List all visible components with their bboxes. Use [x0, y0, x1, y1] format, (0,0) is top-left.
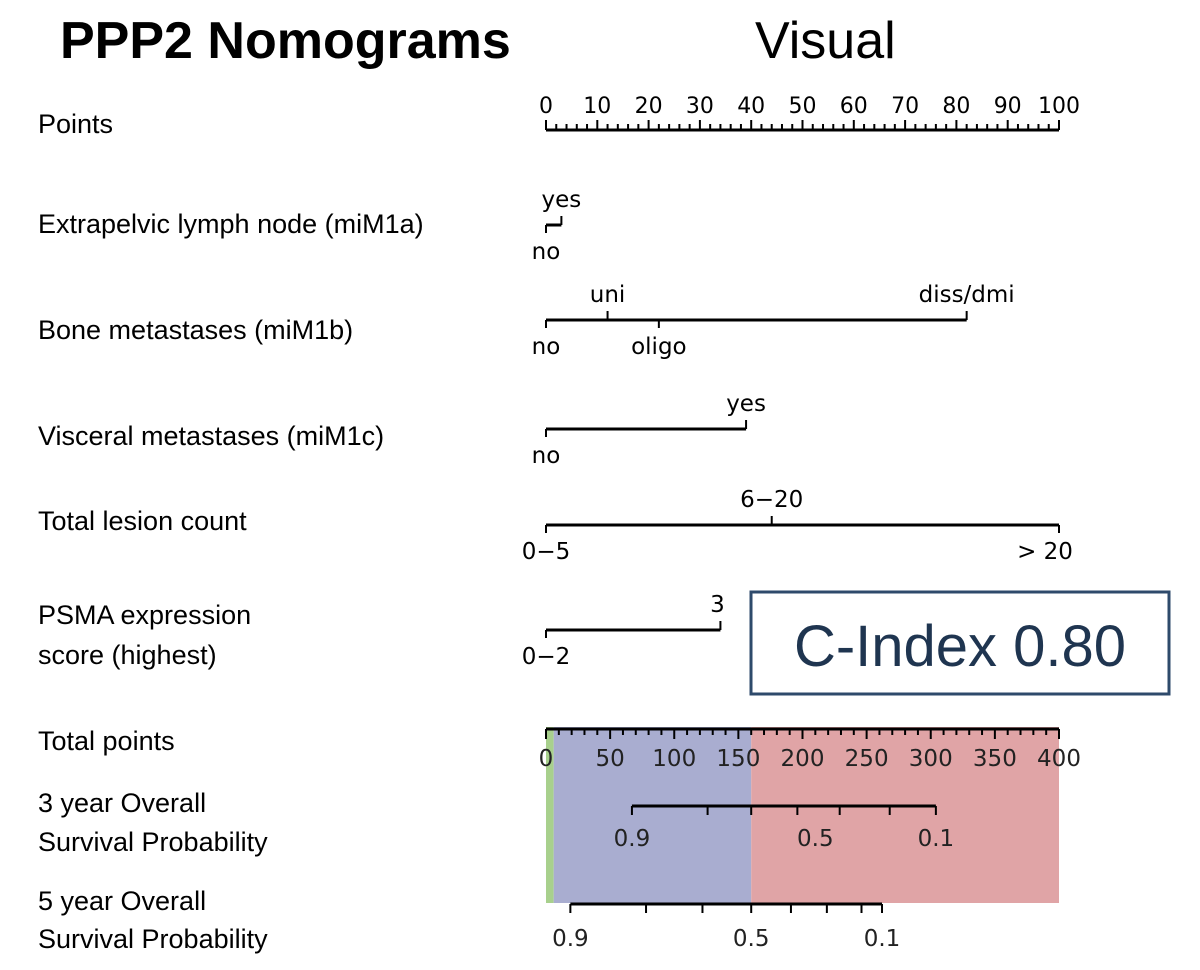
points-tick-label: 100 — [1038, 94, 1080, 119]
c-index-box: C-Index 0.80 — [749, 590, 1171, 696]
row-labels: Points Extrapelvic lymph node (miM1a) Bone… — [38, 109, 424, 954]
survival-tick-label: 0.5 — [797, 826, 834, 852]
points-tick-label: 70 — [891, 94, 919, 119]
label-survival-line: 3 year Overall — [38, 788, 206, 818]
label-survival-line: 5 year Overall — [38, 886, 206, 916]
survival-axis: 0.9 0.5 0.1 — [614, 804, 955, 852]
label-survival-line: Survival Probability — [38, 924, 268, 954]
variable-scale: no yes — [532, 391, 766, 469]
variable-level-label: 6−20 — [740, 487, 803, 513]
label-variable: Extrapelvic lymph node (miM1a) — [38, 209, 424, 239]
points-tick-label: 60 — [840, 94, 868, 119]
variable-scale: 0−2 3 — [522, 592, 725, 670]
variable-level-label: diss/dmi — [919, 282, 1015, 308]
risk-band-low — [546, 727, 554, 903]
points-tick-label: 80 — [942, 94, 970, 119]
points-tick-label: 20 — [635, 94, 663, 119]
variable-level-label: > 20 — [1017, 539, 1073, 565]
label-total-points: Total points — [38, 726, 175, 756]
risk-bands — [546, 727, 1059, 903]
total-tick-label: 250 — [845, 746, 889, 772]
label-variable-line: PSMA expression — [38, 600, 251, 630]
survival-axis: 0.9 0.5 0.1 — [552, 902, 901, 952]
points-axis: 0 10 20 30 40 50 60 70 80 90 100 — [539, 94, 1080, 132]
total-tick-label: 350 — [973, 746, 1017, 772]
c-index-label: C-Index 0.80 — [794, 614, 1126, 679]
total-tick-label: 100 — [652, 746, 696, 772]
variable-level-label: yes — [726, 391, 766, 417]
variable-level-label: 3 — [710, 592, 725, 618]
survival-axes: 0.9 0.5 0.1 0.9 0.5 0.1 — [552, 804, 955, 952]
variable-level-label: 0−2 — [522, 644, 571, 670]
label-variable: Visceral metastases (miM1c) — [38, 421, 384, 451]
figure-subtitle: Visual — [755, 12, 896, 70]
points-tick-label: 10 — [583, 94, 611, 119]
variable-level-label: no — [532, 334, 561, 360]
survival-tick-label: 0.1 — [918, 826, 955, 852]
risk-band-intermediate — [553, 727, 752, 903]
points-tick-label: 90 — [994, 94, 1022, 119]
total-tick-label: 300 — [909, 746, 953, 772]
variable-scale: 0−5 6−20 > 20 — [522, 487, 1073, 565]
label-variable-line: score (highest) — [38, 640, 217, 670]
figure-title: PPP2 Nomograms — [60, 12, 511, 70]
total-tick-label: 150 — [716, 746, 760, 772]
label-variable: Total lesion count — [38, 506, 247, 536]
points-tick-label: 0 — [539, 94, 553, 119]
points-tick-label: 50 — [789, 94, 817, 119]
survival-tick-label: 0.1 — [864, 926, 901, 952]
variable-level-label: 0−5 — [522, 539, 571, 565]
variable-scale: no yes — [532, 187, 582, 265]
total-tick-label: 50 — [595, 746, 624, 772]
survival-tick-label: 0.9 — [552, 926, 589, 952]
points-tick-label: 40 — [737, 94, 765, 119]
variable-level-label: no — [532, 239, 561, 265]
label-survival-line: Survival Probability — [38, 827, 268, 857]
variable-level-label: uni — [590, 282, 626, 308]
survival-tick-label: 0.5 — [733, 926, 770, 952]
variable-level-label: oligo — [631, 334, 687, 360]
total-tick-label: 400 — [1037, 746, 1081, 772]
variable-level-label: no — [532, 443, 561, 469]
survival-tick-label: 0.9 — [614, 826, 651, 852]
total-points-axis: 0 50 100 150 200 250 300 350 400 — [539, 727, 1081, 772]
label-variable: Bone metastases (miM1b) — [38, 315, 353, 345]
label-points: Points — [38, 109, 113, 139]
points-tick-label: 30 — [686, 94, 714, 119]
total-tick-label: 0 — [539, 746, 554, 772]
total-tick-label: 200 — [781, 746, 825, 772]
risk-band-high — [751, 727, 1059, 903]
variable-level-label: yes — [542, 187, 582, 213]
